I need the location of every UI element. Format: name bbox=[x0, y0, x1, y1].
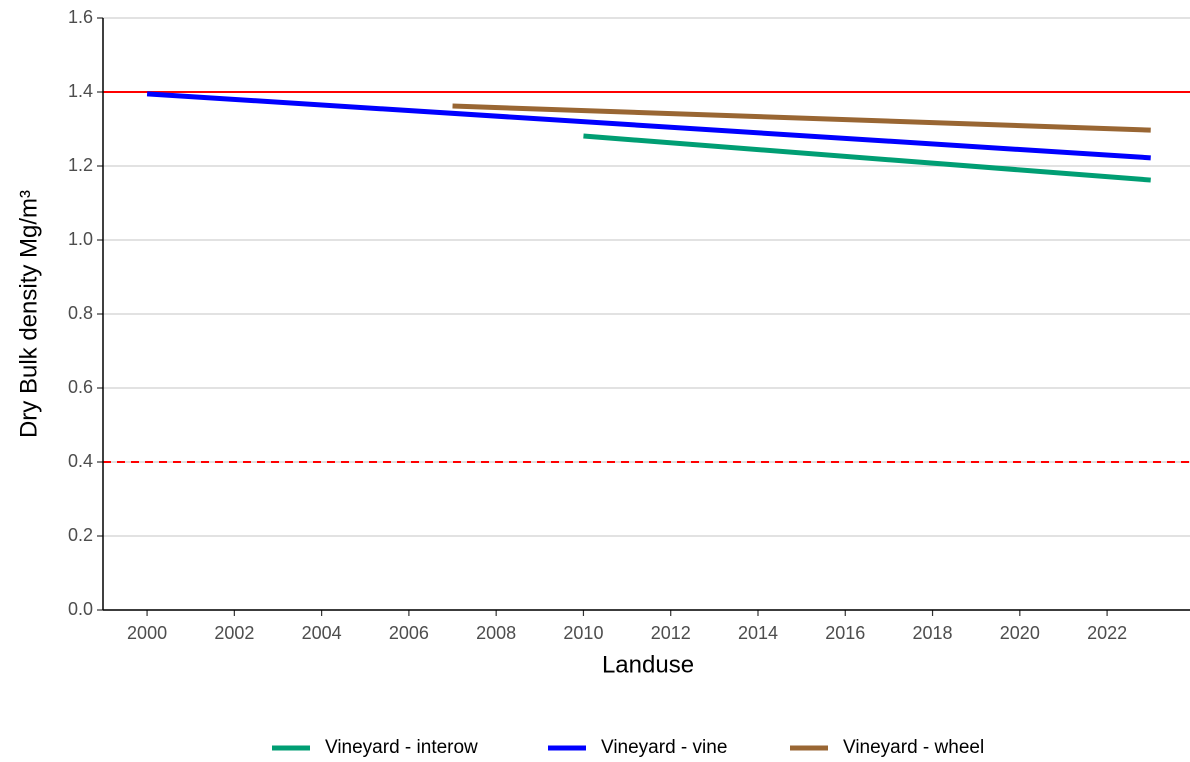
x-tick-label: 2002 bbox=[214, 623, 254, 643]
y-tick-label: 0.2 bbox=[68, 525, 93, 545]
y-axis-title: Dry Bulk density Mg/m³ bbox=[15, 190, 42, 438]
y-tick-label: 1.2 bbox=[68, 155, 93, 175]
x-tick-label: 2014 bbox=[738, 623, 778, 643]
x-tick-label: 2008 bbox=[476, 623, 516, 643]
series-line bbox=[452, 103, 1151, 133]
y-tick-label: 1.4 bbox=[68, 81, 93, 101]
y-tick-label: 1.0 bbox=[68, 229, 93, 249]
y-tick-label: 0.8 bbox=[68, 303, 93, 323]
x-tick-label: 2022 bbox=[1087, 623, 1127, 643]
series-line bbox=[146, 91, 1151, 161]
y-tick-label: 0.6 bbox=[68, 377, 93, 397]
x-tick-label: 2006 bbox=[389, 623, 429, 643]
x-tick-label: 2020 bbox=[1000, 623, 1040, 643]
y-tick-label: 0.4 bbox=[68, 451, 93, 471]
y-tick-label: 0.0 bbox=[68, 599, 93, 619]
x-axis-title: Landuse bbox=[602, 651, 694, 678]
legend-label: Vineyard - interow bbox=[325, 737, 478, 758]
x-tick-label: 2004 bbox=[302, 623, 342, 643]
x-tick-label: 2018 bbox=[913, 623, 953, 643]
x-tick-label: 2010 bbox=[563, 623, 603, 643]
x-tick-label: 2016 bbox=[825, 623, 865, 643]
y-tick-label: 1.6 bbox=[68, 7, 93, 27]
series-line bbox=[583, 133, 1151, 183]
x-tick-label: 2012 bbox=[651, 623, 691, 643]
legend-label: Vineyard - vine bbox=[601, 737, 727, 758]
legend-label: Vineyard - wheel bbox=[843, 737, 984, 758]
x-tick-label: 2000 bbox=[127, 623, 167, 643]
